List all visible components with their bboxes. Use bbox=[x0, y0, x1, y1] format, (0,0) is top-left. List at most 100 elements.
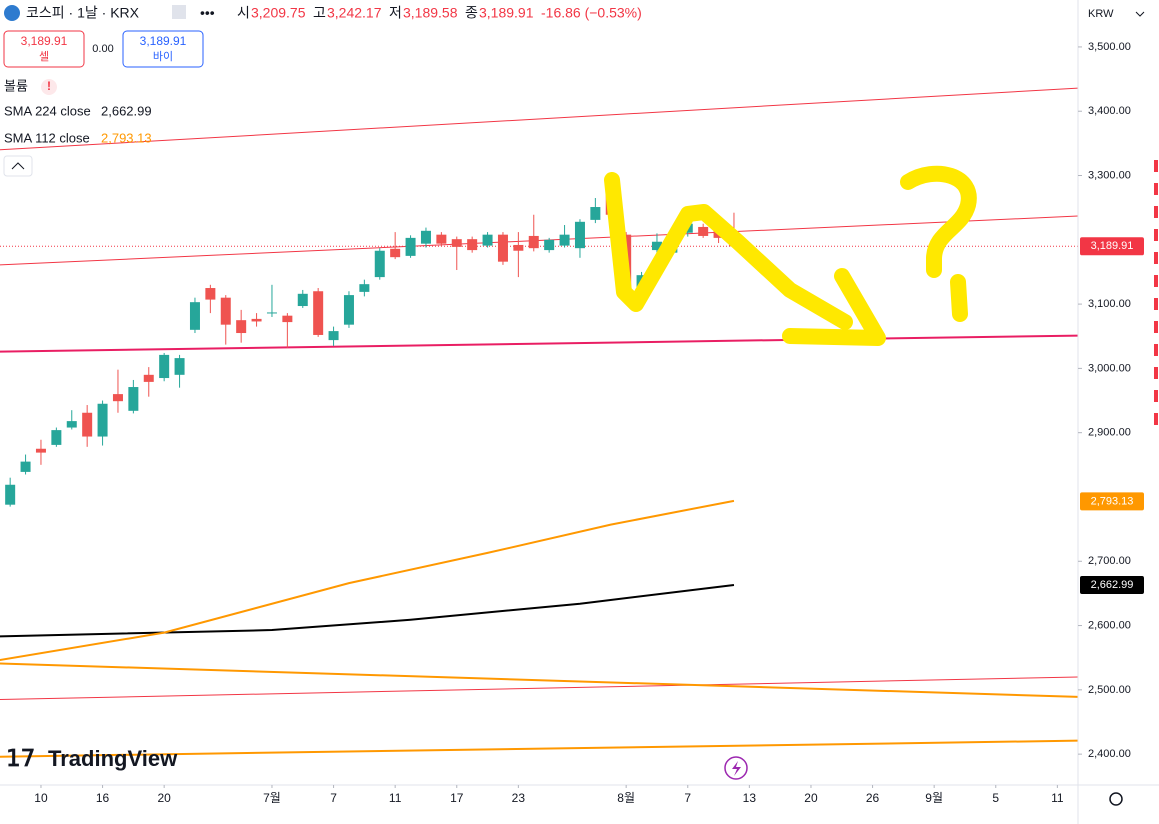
symbol-icon bbox=[4, 5, 20, 21]
x-tick-label: 7월 bbox=[263, 791, 281, 805]
plot-area bbox=[0, 87, 1079, 758]
y-tick-label: 3,500.00 bbox=[1088, 41, 1131, 53]
candle-body bbox=[544, 239, 555, 251]
candle-body bbox=[420, 230, 431, 244]
candle-body bbox=[66, 421, 77, 428]
price-badge bbox=[1080, 492, 1144, 511]
candle-body bbox=[35, 448, 46, 453]
candle-body bbox=[159, 354, 170, 379]
candle-body bbox=[328, 331, 339, 341]
axis-marker bbox=[1154, 252, 1158, 264]
candle-body bbox=[513, 244, 524, 251]
x-tick-label: 20 bbox=[804, 791, 818, 805]
y-tick-label: 3,000.00 bbox=[1088, 362, 1131, 374]
candle-body bbox=[467, 239, 478, 251]
candle-body bbox=[266, 312, 277, 314]
sma-line bbox=[0, 584, 735, 638]
logo: 𝟣𝟩 bbox=[6, 745, 35, 771]
axis-marker bbox=[1154, 413, 1158, 425]
legend-name[interactable]: SMA 112 close bbox=[4, 130, 90, 145]
legend-value: 2,793.13 bbox=[101, 130, 152, 145]
candle-body bbox=[436, 234, 447, 244]
x-tick-label: 23 bbox=[512, 791, 526, 805]
candle-body bbox=[451, 239, 462, 247]
x-tick-label: 13 bbox=[743, 791, 757, 805]
c-value: 3,189.91 bbox=[479, 5, 534, 21]
header: 코스피 · 1날 · KRX ••• 시 3,209.75 고 3,242.17… bbox=[3, 5, 1145, 806]
x-tick-label: 11 bbox=[1051, 791, 1064, 805]
candle-body bbox=[174, 358, 185, 375]
axis-marker bbox=[1154, 183, 1158, 195]
candle-body bbox=[574, 221, 585, 249]
x-tick-label: 26 bbox=[866, 791, 880, 805]
candle-body bbox=[51, 430, 62, 445]
candle-body bbox=[220, 297, 231, 325]
candle-body bbox=[343, 295, 354, 325]
o-label: 시 bbox=[237, 5, 250, 21]
y-tick-label: 3,300.00 bbox=[1088, 169, 1131, 181]
trend-line bbox=[0, 676, 1079, 700]
event-icon bbox=[732, 761, 741, 776]
axis-marker bbox=[1154, 160, 1158, 172]
trend-line bbox=[0, 87, 1079, 151]
legend-name[interactable]: SMA 224 close bbox=[4, 103, 91, 118]
candle-body bbox=[236, 320, 247, 334]
menu[interactable]: ••• bbox=[200, 5, 215, 21]
candle-body bbox=[313, 291, 324, 335]
sell-button[interactable] bbox=[3, 30, 85, 68]
x-tick-label: 7 bbox=[330, 791, 337, 805]
c-label: 종 bbox=[465, 5, 478, 21]
price-badge bbox=[1080, 576, 1144, 595]
buy-button[interactable] bbox=[122, 30, 204, 68]
x-tick-label: 16 bbox=[96, 791, 110, 805]
candle-body bbox=[189, 302, 200, 330]
axis-marker bbox=[1154, 206, 1158, 218]
trend-line bbox=[0, 662, 1079, 698]
candle-body bbox=[82, 412, 93, 437]
axis-marker bbox=[1154, 229, 1158, 241]
x-tick-label: 8월 bbox=[617, 791, 635, 805]
x-tick-label: 20 bbox=[157, 791, 171, 805]
legend-value: 2,662.99 bbox=[101, 103, 152, 118]
h-label: 고 bbox=[313, 5, 326, 21]
candle-body bbox=[97, 403, 108, 437]
sell-label: 셀 bbox=[39, 50, 49, 63]
trend-line bbox=[0, 215, 1079, 266]
y-tick-label: 2,700.00 bbox=[1088, 555, 1131, 567]
candle-body bbox=[282, 315, 293, 323]
o-value: 3,209.75 bbox=[251, 5, 306, 21]
price-badge bbox=[1080, 237, 1144, 256]
x-tick-label: 11 bbox=[389, 791, 402, 805]
candle-body bbox=[590, 207, 601, 220]
candle-body bbox=[374, 250, 385, 278]
axis-marker bbox=[1154, 367, 1158, 379]
y-tick-label: 3,400.00 bbox=[1088, 105, 1131, 117]
collapse-button[interactable] bbox=[3, 155, 33, 177]
trend-line bbox=[0, 334, 1079, 353]
icon[interactable] bbox=[172, 5, 186, 19]
candle-body bbox=[651, 241, 662, 251]
symbol[interactable]: 코스피 · 1날 · KRX bbox=[26, 5, 140, 21]
axes: 3,500.00 3,400.00 3,300.00 3,100.00 3,000.00… bbox=[34, 41, 1131, 805]
l-label: 저 bbox=[389, 5, 402, 21]
x-tick-label: 17 bbox=[450, 791, 464, 805]
settings-icon[interactable] bbox=[1109, 792, 1123, 806]
candle-body bbox=[128, 387, 139, 411]
price-badge-label: 3,189.91 bbox=[1091, 240, 1134, 252]
spread: 0.00 bbox=[92, 43, 113, 55]
y-tick-label: 3,100.00 bbox=[1088, 298, 1131, 310]
currency[interactable]: KRW bbox=[1088, 8, 1114, 20]
candle-body bbox=[698, 226, 709, 236]
buy-price: 3,189.91 bbox=[140, 34, 187, 48]
candle-body bbox=[482, 234, 493, 246]
warning-icon: ! bbox=[47, 79, 51, 93]
candle-body bbox=[528, 235, 539, 249]
warning-icon[interactable] bbox=[41, 79, 57, 95]
y-tick-label: 2,600.00 bbox=[1088, 619, 1131, 631]
candle-body bbox=[497, 234, 508, 262]
axis-marker bbox=[1154, 275, 1158, 287]
candle-body bbox=[390, 248, 401, 258]
sma-line bbox=[0, 499, 735, 662]
volume-label[interactable]: 볼륨 bbox=[4, 78, 28, 93]
